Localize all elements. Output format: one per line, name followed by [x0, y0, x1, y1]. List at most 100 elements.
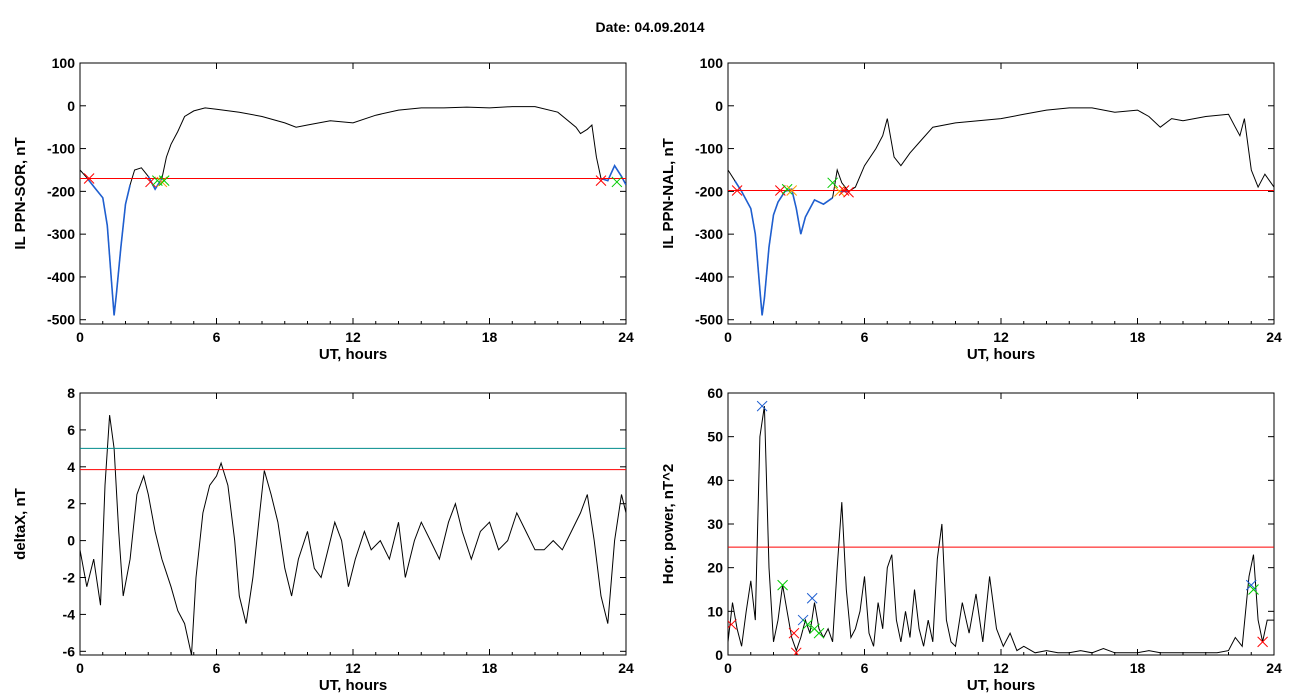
cross-marker-green — [802, 619, 813, 630]
trace-line — [728, 107, 1274, 316]
cross-marker-green — [781, 183, 793, 195]
cross-marker-red — [774, 185, 786, 196]
plot-frame — [79, 62, 627, 325]
x-tick-label: 6 — [213, 660, 221, 676]
plot-area — [728, 400, 1274, 655]
y-tick-label: 8 — [67, 385, 75, 401]
y-tick-label: 60 — [707, 385, 723, 401]
y-tick-label: 0 — [715, 647, 723, 663]
cross-marker-red — [790, 647, 802, 655]
cross-marker-red — [145, 176, 156, 188]
x-axis-title: UT, hours — [967, 346, 1035, 363]
x-tick-label: 18 — [482, 329, 498, 345]
x-tick-label: 0 — [76, 329, 84, 345]
trace-line — [728, 406, 1274, 654]
chart-panel-1: 0 6 12 18 24 100 0 -100 -200 -300 -400 -500 UT, hour… — [12, 55, 634, 363]
y-tick-label: -2 — [63, 570, 76, 586]
y-tick-label: -400 — [47, 269, 75, 285]
cross-marker-green — [158, 175, 170, 187]
cross-marker-green — [611, 176, 623, 188]
y-tick-label: 30 — [707, 516, 723, 532]
plot-frame — [79, 392, 627, 656]
plot-area — [80, 415, 626, 655]
y-tick-label: 2 — [67, 496, 75, 512]
highlighted-segment — [147, 176, 163, 191]
plot-area — [728, 107, 1274, 316]
x-tick-label: 12 — [345, 660, 361, 676]
plot-area — [80, 106, 626, 316]
y-tick-label: -100 — [695, 141, 723, 157]
x-tick-label: 18 — [482, 660, 498, 676]
y-tick-label: -4 — [63, 606, 76, 622]
y-axis-title: deltaX, nT — [12, 488, 29, 560]
y-axis-title: IL PPN-NAL, nT — [660, 138, 677, 249]
plot-frame — [727, 392, 1275, 656]
x-tick-label: 24 — [618, 660, 634, 676]
trace-line — [80, 106, 626, 316]
highlighted-segment — [600, 164, 626, 186]
x-tick-label: 24 — [618, 329, 634, 345]
cross-marker-orange — [156, 176, 168, 188]
cross-marker-red — [83, 173, 95, 184]
trace-line — [80, 415, 626, 655]
y-tick-label: -200 — [695, 183, 723, 199]
cross-marker-green — [777, 579, 788, 591]
y-tick-label: 100 — [700, 55, 724, 71]
x-tick-label: 6 — [861, 329, 869, 345]
y-tick-label: 100 — [52, 55, 76, 71]
cross-marker-blue — [756, 400, 768, 412]
x-tick-label: 12 — [345, 329, 361, 345]
page-title: Date: 04.09.2014 — [595, 19, 705, 35]
highlighted-segment — [734, 180, 834, 316]
y-tick-label: -500 — [695, 312, 723, 328]
y-tick-label: -200 — [47, 183, 75, 199]
cross-marker-red — [843, 186, 854, 198]
y-axis-title: Hor. power, nT^2 — [660, 464, 677, 584]
x-axis-title: UT, hours — [967, 677, 1035, 694]
y-axis-title: IL PPN-SOR, nT — [12, 137, 29, 249]
x-tick-label: 24 — [1266, 660, 1282, 676]
y-tick-label: 0 — [67, 98, 75, 114]
y-tick-label: 0 — [715, 98, 723, 114]
y-tick-label: 4 — [67, 459, 75, 475]
cross-marker-green — [1248, 584, 1259, 595]
y-tick-label: -400 — [695, 269, 723, 285]
y-tick-label: 40 — [707, 472, 723, 488]
cross-marker-orange — [834, 186, 845, 197]
cross-marker-red — [1257, 636, 1268, 648]
highlighted-segment — [86, 177, 131, 316]
x-tick-label: 0 — [76, 660, 84, 676]
cross-marker-red — [595, 175, 607, 187]
x-tick-label: 18 — [1130, 660, 1146, 676]
chart-panel-2: 0 6 12 18 24 100 0 -100 -200 -300 -400 -500 UT, hour… — [660, 55, 1282, 363]
x-tick-label: 0 — [724, 329, 732, 345]
x-tick-label: 6 — [861, 660, 869, 676]
cross-marker-red — [728, 619, 737, 630]
x-tick-label: 12 — [993, 660, 1009, 676]
y-tick-label: -500 — [47, 312, 75, 328]
y-tick-label: 50 — [707, 429, 723, 445]
cross-marker-red — [731, 185, 743, 196]
y-tick-label: -300 — [47, 226, 75, 242]
x-tick-label: 12 — [993, 329, 1009, 345]
x-axis-title: UT, hours — [319, 677, 387, 694]
x-tick-label: 0 — [724, 660, 732, 676]
cross-marker-blue — [806, 592, 818, 604]
y-tick-label: -6 — [63, 643, 76, 659]
x-tick-label: 24 — [1266, 329, 1282, 345]
y-tick-label: 20 — [707, 560, 723, 576]
chart-panel-3: 0 6 12 18 24 8 6 4 2 0 -2 -4 -6 UT, hours deltaX, nT — [12, 385, 634, 694]
chart-panel-4: 0 6 12 18 24 60 50 40 30 20 10 0 UT, hours Hor. power… — [660, 385, 1282, 694]
y-tick-label: 0 — [67, 533, 75, 549]
cross-marker-green — [813, 627, 825, 639]
y-tick-label: 6 — [67, 422, 75, 438]
y-tick-label: -100 — [47, 141, 75, 157]
cross-marker-red — [788, 627, 800, 639]
x-tick-label: 18 — [1130, 329, 1146, 345]
plot-frame — [727, 62, 1275, 325]
y-tick-label: -300 — [695, 226, 723, 242]
x-tick-label: 6 — [213, 329, 221, 345]
cross-marker-orange — [786, 185, 798, 196]
y-tick-label: 10 — [707, 603, 723, 619]
